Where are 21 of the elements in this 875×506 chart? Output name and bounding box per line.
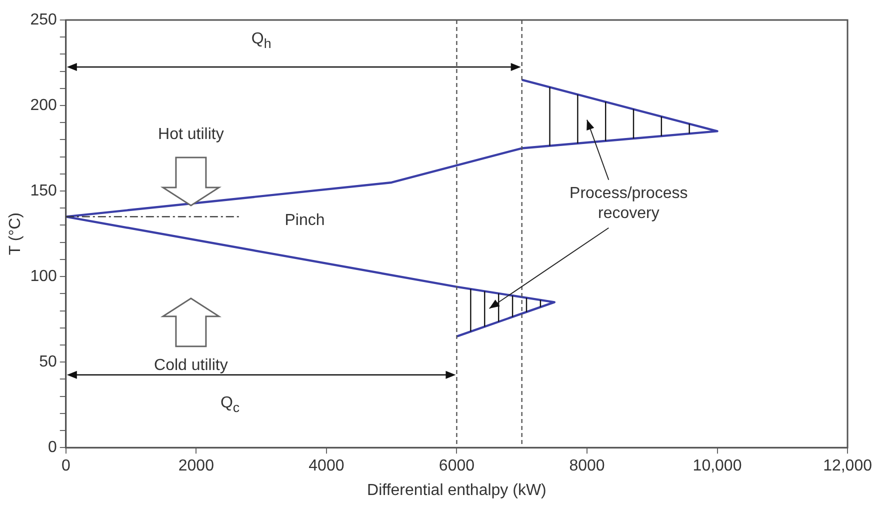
y-axis-title: T (°C) bbox=[7, 212, 24, 256]
ref-line-label: Pinch bbox=[284, 212, 325, 230]
x-tick-label: 10,000 bbox=[692, 458, 742, 475]
x-tick-label: 2000 bbox=[178, 458, 214, 475]
y-tick-label: 200 bbox=[30, 96, 57, 114]
annotation: Cold utility bbox=[154, 356, 228, 376]
y-tick-label: 0 bbox=[48, 439, 57, 456]
x-tick-label: 8000 bbox=[569, 458, 605, 475]
annotation: Process/process recovery bbox=[568, 184, 689, 224]
y-tick-label: 50 bbox=[39, 353, 57, 370]
x-tick-label: 0 bbox=[61, 458, 70, 475]
y-tick-label: 150 bbox=[30, 182, 57, 200]
annotation: Q$_{h}$ bbox=[251, 30, 272, 53]
x-axis-title: Differential enthalpy (kW) bbox=[367, 482, 546, 499]
annotation: Hot utility bbox=[158, 125, 224, 146]
x-tick-label: 12,000 bbox=[823, 458, 872, 475]
x-tick-label: 4000 bbox=[308, 458, 344, 475]
annotation: Q$_{c}$ bbox=[220, 393, 240, 416]
x-tick-label: 6000 bbox=[438, 458, 475, 475]
y-tick-label: 250 bbox=[30, 11, 57, 28]
y-tick-label: 100 bbox=[30, 268, 57, 285]
